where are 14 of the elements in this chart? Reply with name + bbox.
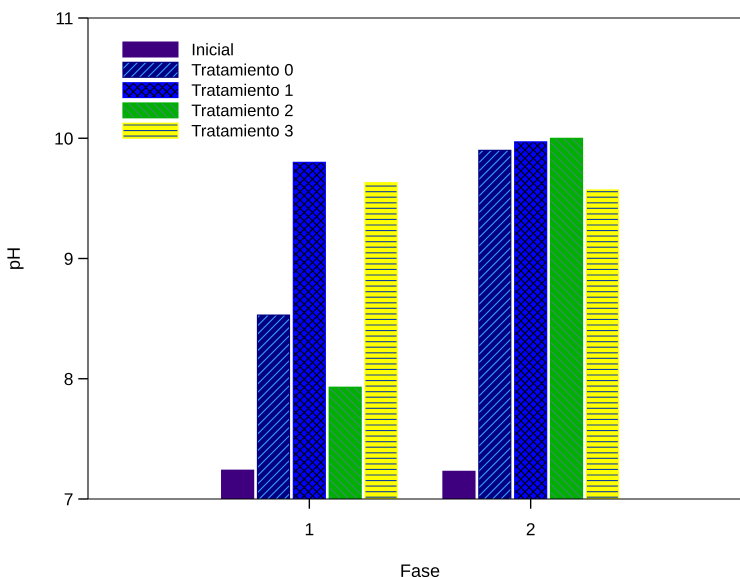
x-tick-label: 1: [306, 523, 314, 536]
legend-label: Tratamiento 2: [192, 104, 293, 116]
x-axis-title: Fase: [401, 564, 440, 577]
y-axis-title: pH: [7, 248, 24, 269]
legend-label: Tratamiento 1: [192, 84, 293, 96]
y-tick-label: 9: [64, 252, 73, 265]
legend-label: Tratamiento 0: [192, 63, 293, 76]
y-tick-label: 11: [56, 12, 73, 24]
y-tick-label: 10: [55, 132, 73, 145]
y-tick-label: 7: [64, 493, 73, 506]
legend-label: Inicial: [192, 43, 233, 56]
legend-label: Tratamiento 3: [192, 124, 293, 137]
x-tick-label: 2: [526, 523, 535, 536]
y-tick-label: 8: [64, 372, 73, 386]
